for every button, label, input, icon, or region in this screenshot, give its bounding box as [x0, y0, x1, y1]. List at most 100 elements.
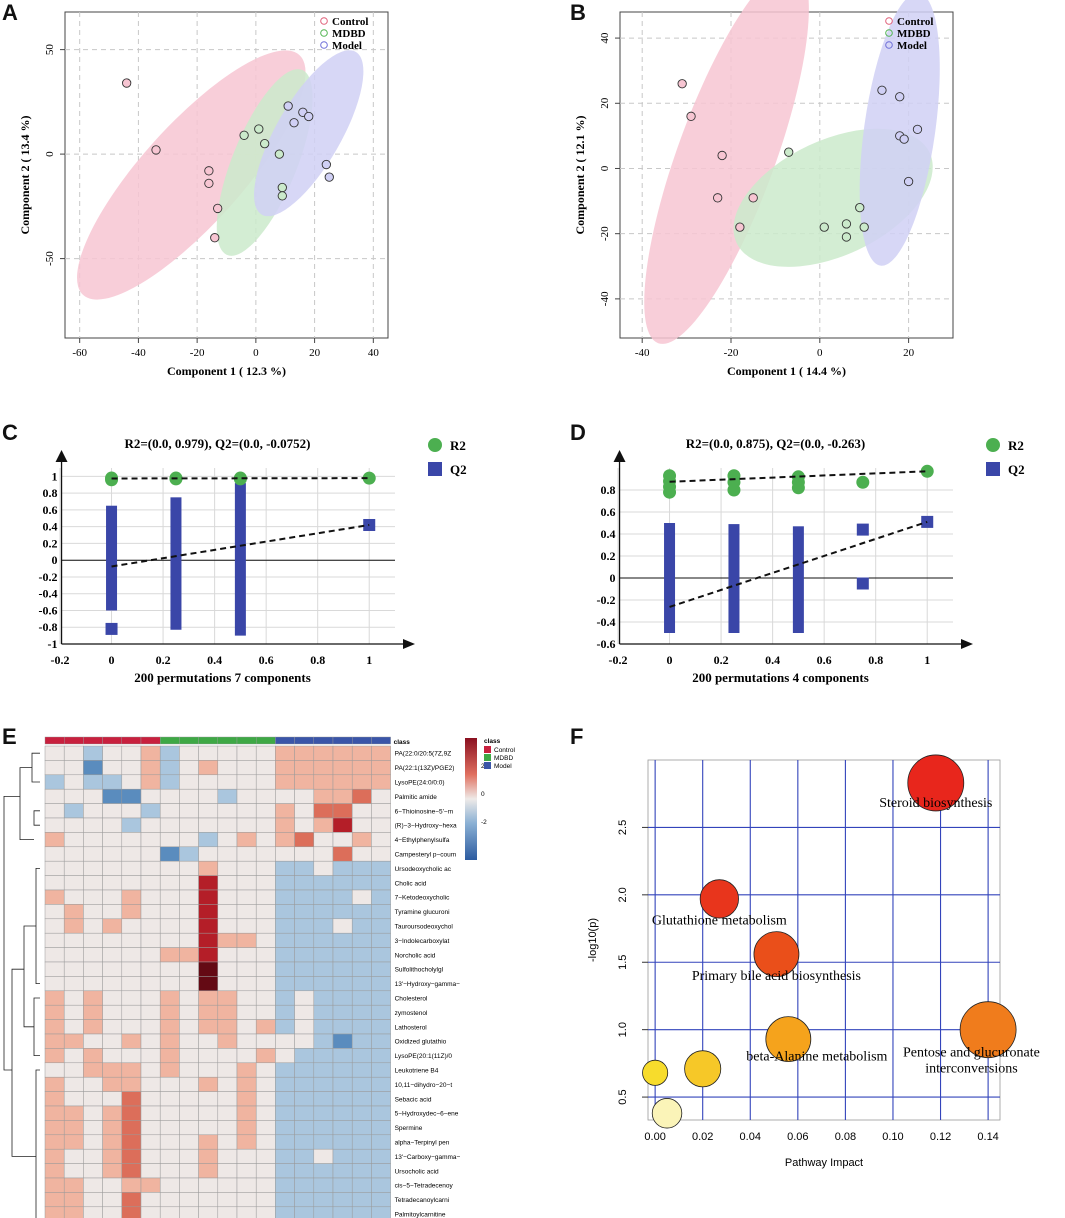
confidence-ellipse-model: [254, 50, 364, 217]
heatmap-cell: [198, 832, 219, 848]
class-bar-cell: [198, 736, 219, 745]
heatmap-cell: [351, 1134, 372, 1150]
pathway-label: Steroid biosynthesis: [879, 796, 992, 811]
heatmap-cell: [236, 1091, 257, 1107]
heatmap-cell: [332, 1033, 353, 1049]
heatmap-cell: [140, 918, 161, 934]
heatmap-cell: [351, 1163, 372, 1179]
heatmap-cell: [159, 860, 180, 876]
heatmap-cell: [275, 760, 295, 776]
x-tick-label: 20: [309, 347, 321, 359]
class-bar-cell: [44, 736, 65, 745]
heatmap-cell: [255, 1105, 276, 1121]
x-axis-label: Component 1 ( 12.3 %): [167, 364, 286, 378]
heatmap-cell: [63, 1004, 84, 1020]
heatmap-cell: [198, 1091, 219, 1107]
heatmap-cell: [121, 1148, 142, 1164]
panel-label-e: E: [2, 724, 17, 749]
r2-point: [105, 473, 119, 487]
data-point-model: [877, 85, 887, 95]
heatmap-cell: [275, 817, 295, 833]
heatmap-cell: [255, 774, 276, 790]
heatmap-cell: [102, 1177, 123, 1193]
legend-label-control: Control: [332, 16, 368, 28]
heatmap-cell: [236, 1163, 257, 1179]
heatmap-cell: [332, 1004, 353, 1020]
heatmap-cell: [102, 1192, 123, 1208]
heatmap-cell: [63, 1192, 84, 1208]
heatmap-cell: [255, 803, 276, 819]
data-point-mdbd: [277, 182, 287, 193]
heatmap-cell: [63, 1091, 84, 1107]
row-label: cis−5−Tetradecenoy: [395, 1183, 454, 1190]
heatmap-cell: [217, 1076, 238, 1092]
heatmap-cell: [313, 1134, 334, 1150]
heatmap-cell: [275, 918, 295, 934]
heatmap-cell: [236, 817, 257, 833]
heatmap-cell: [102, 846, 123, 862]
heatmap-cell: [255, 1076, 276, 1092]
heatmap-cell: [332, 1120, 353, 1136]
heatmap-cell: [275, 1105, 295, 1121]
x-axis-arrow: [961, 639, 973, 649]
heatmap-cell: [159, 1033, 180, 1049]
heatmap-cell: [236, 803, 257, 819]
heatmap-cell: [140, 760, 161, 776]
data-point-control: [213, 203, 223, 214]
heatmap-cell: [255, 860, 276, 876]
heatmap-cell: [294, 1076, 315, 1092]
legend-label-q2: Q2: [450, 462, 467, 477]
heatmap-cell: [371, 1004, 391, 1020]
heatmap-cell: [217, 1091, 238, 1107]
heatmap-cell: [236, 976, 257, 992]
heatmap-cell: [121, 932, 142, 948]
r2-point: [791, 481, 805, 495]
r2-point: [233, 472, 247, 486]
chart-title: R2=(0.0, 0.875), Q2=(0.0, -0.263): [686, 436, 865, 451]
heatmap-cell: [102, 817, 123, 833]
heatmap-cell: [179, 1091, 199, 1107]
heatmap-cell: [121, 1206, 142, 1218]
heatmap-cell: [371, 760, 391, 776]
y-tick-label: -0.2: [39, 570, 58, 584]
x-tick-label: 0.8: [310, 653, 325, 667]
pathway-bubble: [651, 1098, 683, 1129]
heatmap-cell: [44, 745, 65, 761]
heatmap-cell: [179, 803, 199, 819]
heatmap-cell: [102, 745, 123, 761]
heatmap-cell: [140, 1177, 161, 1193]
heatmap-cell: [236, 760, 257, 776]
heatmap-cell: [83, 1148, 103, 1164]
heatmap-cell: [140, 832, 161, 848]
heatmap-cell: [44, 1091, 65, 1107]
y-axis-label: Component 2 ( 13.4 %): [18, 115, 32, 234]
data-point-mdbd: [859, 222, 869, 232]
data-point-control: [713, 193, 723, 203]
heatmap-cell: [217, 860, 238, 876]
heatmap-cell: [351, 904, 372, 920]
heatmap-cell: [83, 846, 103, 862]
heatmap-cell: [313, 1019, 334, 1035]
heatmap-cell: [236, 1120, 257, 1136]
heatmap-cell: [44, 860, 65, 876]
heatmap-cell: [294, 788, 315, 804]
heatmap-cell: [332, 1177, 353, 1193]
heatmap-cell: [371, 1076, 391, 1092]
heatmap-cell: [83, 889, 103, 905]
heatmap-cell: [121, 1062, 142, 1078]
heatmap-cell: [294, 875, 315, 891]
heatmap-cell: [63, 1105, 84, 1121]
permutation-plot-c: 1 0.8 0.6 0.4 0.2 0 -0.2 -0.4 -0.6 -0.8 -1 -0.2 0 0.2…: [39, 436, 467, 685]
heatmap-cell: [102, 947, 123, 963]
y-tick-label: -1: [48, 637, 58, 651]
class-legend-swatch-mdbd: [484, 754, 491, 761]
heatmap-cell: [159, 889, 180, 905]
heatmap-cell: [236, 904, 257, 920]
dendrogram-branch: [35, 868, 40, 984]
data-point-model: [321, 159, 331, 170]
class-bar-cell: [83, 736, 103, 745]
heatmap-cell: [313, 1163, 334, 1179]
heatmap-cell: [275, 904, 295, 920]
heatmap-cell: [332, 1062, 353, 1078]
class-bar-cell: [371, 736, 391, 745]
